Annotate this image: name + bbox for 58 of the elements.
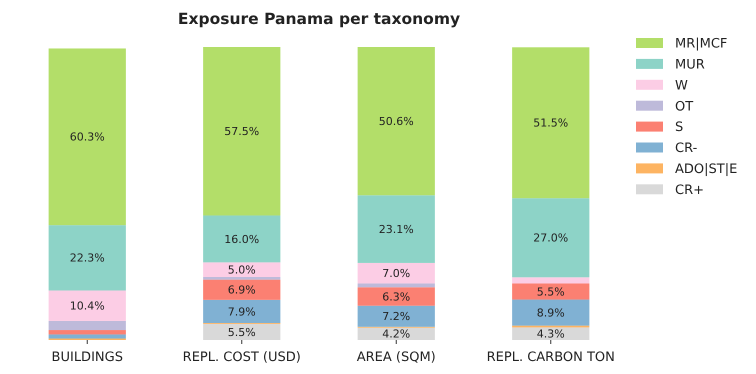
bar: [48, 330, 126, 334]
bar: [512, 47, 590, 198]
data-label: 6.3%: [382, 290, 410, 304]
bar: [358, 47, 435, 196]
data-label: 7.2%: [382, 310, 410, 324]
data-label: 5.0%: [228, 264, 256, 277]
data-label: 5.5%: [536, 285, 565, 298]
data-label: 16.0%: [224, 232, 260, 246]
x-tick-label: AREA (SQM): [356, 350, 436, 365]
legend-label: OT: [675, 99, 694, 114]
bar: [203, 215, 280, 262]
bar: [512, 300, 590, 326]
chart-title: Exposure Panama per taxonomy: [178, 10, 460, 28]
data-label: 6.9%: [228, 284, 256, 297]
legend-label: ADO|ST|E: [675, 162, 738, 177]
data-label: 57.5%: [224, 125, 260, 138]
bar: [203, 277, 280, 280]
data-label: 60.3%: [70, 130, 105, 144]
bar: [48, 225, 126, 290]
data-label: 8.9%: [536, 306, 565, 320]
bar: [358, 287, 435, 306]
data-label: 27.0%: [533, 232, 568, 245]
bar: [358, 328, 435, 340]
bar: [358, 195, 435, 263]
x-tick-label: BUILDINGS: [52, 350, 123, 365]
bar: [203, 300, 280, 324]
legend-label: MUR: [675, 57, 705, 72]
data-label: 7.9%: [228, 305, 256, 318]
bar: [203, 280, 280, 300]
x-tick-label: REPL. CARBON TON: [486, 350, 615, 365]
bar: [358, 262, 435, 284]
bar: [48, 48, 126, 226]
legend-label: CR+: [675, 182, 704, 198]
legend-label: MR|MCF: [675, 36, 728, 52]
bar: [203, 324, 280, 340]
data-label: 4.3%: [536, 328, 565, 341]
bar: [48, 334, 126, 339]
x-tick-label: REPL. COST (USD): [182, 350, 301, 365]
bar: [512, 198, 590, 278]
legend-label: CR-: [675, 141, 698, 156]
bar: [512, 277, 590, 284]
bar: [203, 47, 280, 216]
bar: [48, 290, 126, 321]
data-label: 51.5%: [533, 116, 568, 130]
data-label: 7.0%: [382, 267, 410, 280]
data-label: 5.5%: [228, 326, 256, 339]
legend-label: W: [675, 78, 688, 94]
bar: [203, 262, 280, 278]
legend-label: S: [675, 120, 684, 136]
bar: [358, 306, 435, 327]
data-label: 50.6%: [378, 114, 414, 128]
bar: [48, 320, 126, 330]
bar: [512, 283, 590, 300]
data-label: 22.3%: [70, 252, 105, 265]
data-label: 10.4%: [70, 300, 105, 313]
bar: [358, 283, 435, 288]
data-label: 4.2%: [382, 328, 410, 341]
data-label: 23.1%: [378, 222, 414, 236]
